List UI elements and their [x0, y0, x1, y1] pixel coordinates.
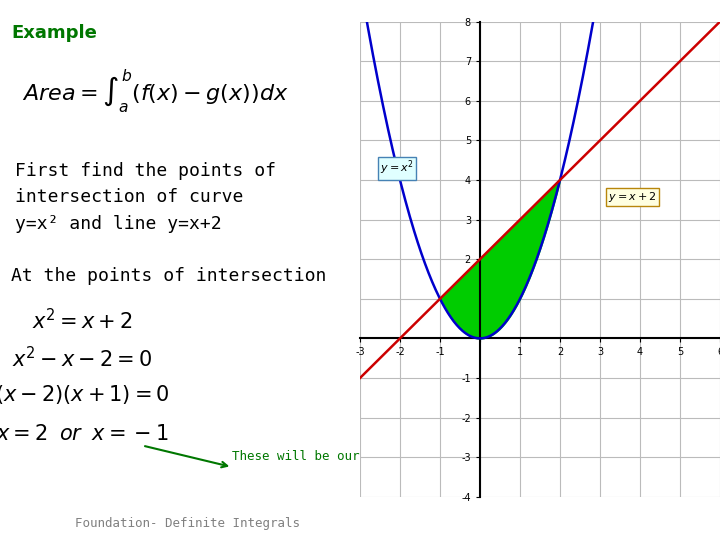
Text: $y = x+2$: $y = x+2$ — [608, 190, 657, 204]
Text: Foundation- Definite Integrals: Foundation- Definite Integrals — [75, 517, 300, 530]
Text: $y = x^2$: $y = x^2$ — [380, 159, 414, 178]
Text: $(x-2)(x+1) = 0$: $(x-2)(x+1) = 0$ — [0, 383, 170, 407]
Text: $Area = \int_a^b \left(f(x) - g(x)\right) dx$: $Area = \int_a^b \left(f(x) - g(x)\right… — [22, 68, 289, 116]
Text: First find the points of
intersection of curve
y=x² and line y=x+2: First find the points of intersection of… — [15, 162, 276, 233]
Text: $x^2 - x - 2 = 0$: $x^2 - x - 2 = 0$ — [12, 346, 153, 371]
Text: At the points of intersection: At the points of intersection — [12, 267, 327, 285]
Text: Example: Example — [12, 24, 97, 42]
Text: $x = 2 \;\; \mathit{or} \;\; x = -1$: $x = 2 \;\; \mathit{or} \;\; x = -1$ — [0, 424, 168, 444]
Text: These will be our limits of integration: These will be our limits of integration — [232, 450, 525, 463]
Text: $x^2 = x + 2$: $x^2 = x + 2$ — [32, 308, 132, 333]
